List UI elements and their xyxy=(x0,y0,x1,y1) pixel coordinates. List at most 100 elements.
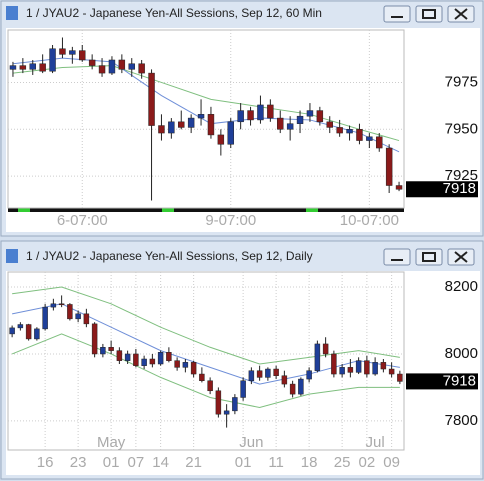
y-tick-label: 7800 xyxy=(445,412,478,429)
candle-body xyxy=(98,65,106,74)
candle-body xyxy=(356,129,363,141)
candle-body xyxy=(158,125,165,134)
candle-body xyxy=(273,368,279,376)
candle-body xyxy=(39,63,46,72)
candle-body xyxy=(376,136,383,149)
minimize-button[interactable] xyxy=(383,248,411,266)
x-tick-label: 18 xyxy=(301,454,318,471)
candle-body xyxy=(148,72,155,126)
y-tick-label: 7975 xyxy=(445,73,478,90)
x-tick-label: 23 xyxy=(70,454,87,471)
icon xyxy=(454,251,468,263)
last-price-box xyxy=(406,373,478,390)
candle-body xyxy=(182,362,189,368)
candle-body xyxy=(17,324,24,329)
candle-body xyxy=(116,350,123,361)
candle-body xyxy=(256,370,263,378)
candle-body xyxy=(174,360,180,368)
moving-average xyxy=(12,286,400,365)
candle-body xyxy=(306,370,312,380)
window-icon xyxy=(6,249,18,263)
x-tick-label: 07 xyxy=(128,454,145,471)
icon xyxy=(454,8,468,20)
candle-body xyxy=(25,324,32,340)
candle-body xyxy=(346,129,353,134)
candle-body xyxy=(178,121,185,128)
candle-body xyxy=(124,353,131,361)
candle-body xyxy=(128,63,135,70)
x-tick-label: 14 xyxy=(152,454,169,471)
candle-body xyxy=(91,323,98,355)
candle-body xyxy=(83,313,90,325)
window-icon xyxy=(6,6,18,20)
candle-body xyxy=(314,343,321,371)
plot-area xyxy=(7,29,405,209)
candle-body xyxy=(347,367,354,373)
candle-body xyxy=(296,115,304,124)
session-bar xyxy=(162,208,174,212)
candle-body xyxy=(141,358,147,366)
session-bar xyxy=(8,208,404,212)
candle-body xyxy=(257,104,264,121)
session-bar xyxy=(18,208,30,212)
candle-body xyxy=(149,358,156,365)
maximize-button[interactable] xyxy=(415,248,443,266)
last-price-box xyxy=(406,181,478,198)
candle-body xyxy=(166,352,172,361)
moving-average xyxy=(12,65,400,142)
candle-body xyxy=(385,147,393,186)
x-tick-label: 16 xyxy=(37,454,54,471)
candle-body xyxy=(215,390,222,415)
maximize-button[interactable] xyxy=(415,5,443,23)
candle-body xyxy=(69,50,76,55)
candle-body xyxy=(9,65,17,70)
candle-body xyxy=(157,352,164,365)
candle-body xyxy=(306,110,314,117)
y-tick-label: 8200 xyxy=(445,278,478,295)
candle-body xyxy=(281,375,288,385)
last-price-label: 7918 xyxy=(443,180,476,197)
candle-body xyxy=(286,123,294,130)
candle-body xyxy=(397,373,403,382)
x-tick-label: 10-07:00 xyxy=(340,212,399,229)
candle-body xyxy=(331,353,337,375)
candle-body xyxy=(366,136,373,141)
candle-body xyxy=(67,304,73,320)
candle-body xyxy=(19,65,27,70)
candle-body xyxy=(190,362,197,375)
candle-body xyxy=(138,63,145,74)
candle-body xyxy=(336,127,343,134)
y-tick-label: 7950 xyxy=(445,120,478,137)
candle-body xyxy=(108,59,116,74)
candle-body xyxy=(118,59,126,70)
candle-body xyxy=(34,328,40,340)
candle-body xyxy=(100,347,106,355)
window-title: 1 / JYAU2 - Japanese Yen-All Sessions, S… xyxy=(26,249,313,263)
candle-body xyxy=(59,48,66,55)
plot-area xyxy=(7,271,405,451)
candle-body xyxy=(339,367,345,375)
candle-body xyxy=(207,380,213,392)
candle-body xyxy=(247,110,254,121)
candle-body xyxy=(265,368,271,378)
candle-body xyxy=(298,378,304,395)
x-tick-label: 6-07:00 xyxy=(57,212,108,229)
x-tick-label: 01 xyxy=(103,454,120,471)
candle-body xyxy=(75,313,81,320)
candle-body xyxy=(248,370,255,381)
candle-body xyxy=(133,353,139,366)
x-tick-label: 21 xyxy=(185,454,202,471)
candle-body xyxy=(42,306,48,330)
window-title: 1 / JYAU2 - Japanese Yen-All Sessions, S… xyxy=(26,6,322,20)
last-price-label: 7918 xyxy=(443,372,476,389)
candle-body xyxy=(237,110,244,123)
minimize-button[interactable] xyxy=(383,5,411,23)
moving-average xyxy=(11,333,400,409)
y-tick-label: 7925 xyxy=(445,167,478,184)
candle-body xyxy=(197,114,205,119)
month-label: Jul xyxy=(366,434,385,451)
candle-body xyxy=(9,327,15,335)
x-tick-label: 09 xyxy=(383,454,400,471)
candle-body xyxy=(277,117,284,130)
